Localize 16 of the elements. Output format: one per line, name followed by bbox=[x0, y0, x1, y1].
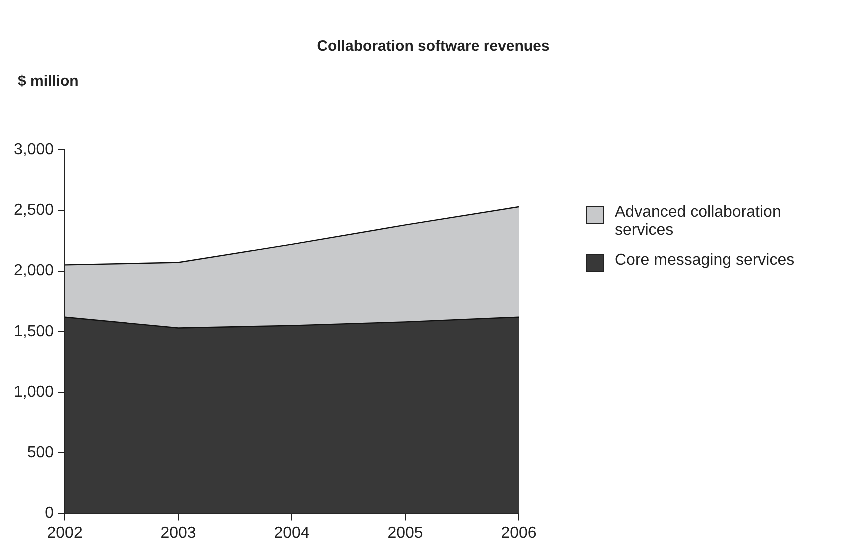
x-tick-label: 2003 bbox=[160, 524, 196, 542]
legend-label: Advanced collaboration services bbox=[615, 204, 782, 240]
y-tick-label: 0 bbox=[45, 505, 54, 522]
x-tick-label: 2005 bbox=[388, 524, 424, 542]
y-tick-label: 3,000 bbox=[14, 141, 54, 158]
chart-title: Collaboration software revenues bbox=[316, 38, 551, 55]
y-axis-title: $ million bbox=[18, 73, 79, 90]
x-tick-label: 2004 bbox=[274, 524, 310, 542]
x-tick-label: 2002 bbox=[47, 524, 83, 542]
y-tick-label: 2,000 bbox=[14, 262, 54, 280]
y-tick-label: 1,500 bbox=[14, 323, 54, 340]
x-tick-label: 2006 bbox=[501, 524, 537, 542]
y-tick-label: 1,000 bbox=[14, 384, 54, 401]
y-tick-label: 2,500 bbox=[14, 202, 54, 220]
text: Core messaging services bbox=[615, 252, 795, 270]
y-tick-label: 500 bbox=[27, 444, 54, 462]
